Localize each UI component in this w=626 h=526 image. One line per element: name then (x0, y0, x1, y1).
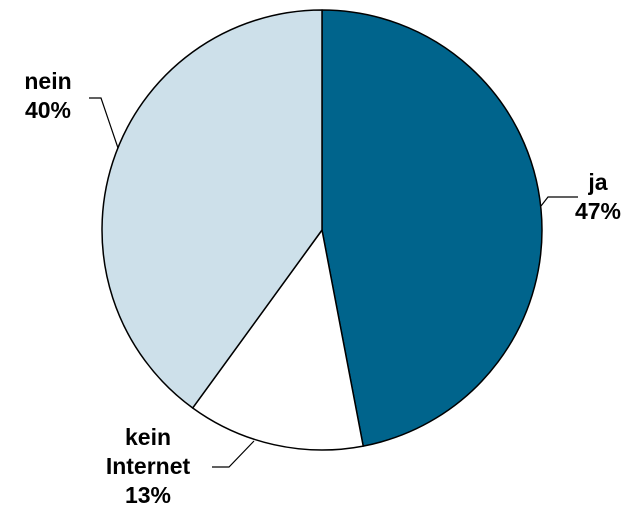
pie-slice-3 (101, 9, 323, 409)
leader-line-1 (540, 196, 578, 207)
leader-line-3 (89, 97, 119, 149)
leader-lines (89, 97, 578, 468)
slice-category-label-2: kein (125, 424, 171, 450)
slice-category-label-3: nein (24, 68, 71, 94)
slice-value-label-2: 13% (125, 482, 171, 508)
pie-slice-1 (321, 9, 543, 447)
slice-category-label-2: Internet (106, 453, 191, 479)
slice-value-label-3: 40% (25, 97, 71, 123)
pie-slice-2 (191, 229, 364, 451)
pie-slices (101, 9, 543, 451)
slice-labels: ja 47% kein Internet 13% nein 40% (24, 68, 621, 508)
slice-category-label-1: ja (587, 169, 607, 195)
slice-value-label-1: 47% (575, 198, 621, 224)
leader-line-2 (212, 440, 255, 468)
